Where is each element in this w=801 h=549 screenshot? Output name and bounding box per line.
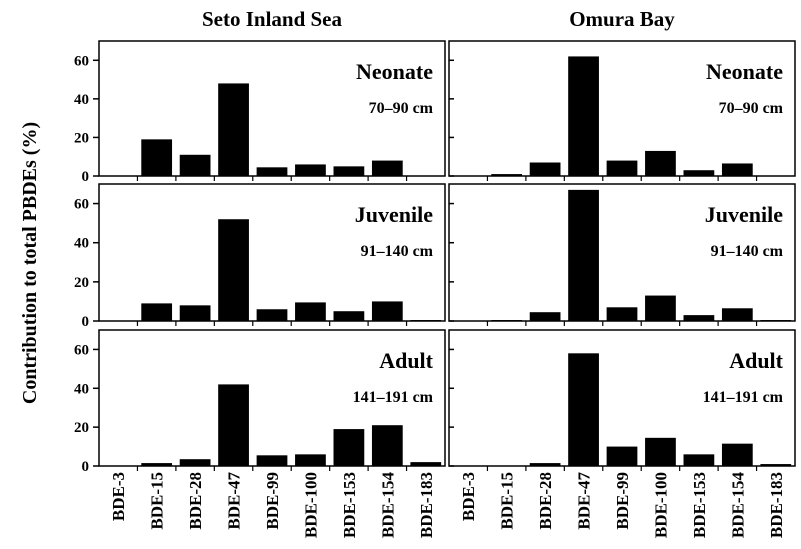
bar-bde-15-juvenile-omura: [491, 320, 523, 321]
stage-label-neonate-seto: Neonate: [356, 59, 433, 84]
bar-bde-47-neonate-omura: [568, 56, 599, 176]
bar-bde-154-juvenile-seto: [371, 301, 403, 321]
column-title-seto: Seto Inland Sea: [202, 7, 343, 31]
bar-bde-47-adult-seto: [218, 384, 249, 466]
bar-bde-153-juvenile-seto: [333, 311, 365, 321]
x-tick-label-omura: BDE-100: [651, 472, 670, 538]
bar-bde-153-juvenile-omura: [683, 315, 715, 321]
x-tick-label-seto: BDE-28: [186, 472, 205, 530]
bar-bde-47-neonate-seto: [218, 83, 249, 176]
bar-bde-100-juvenile-seto: [295, 302, 326, 321]
size-label-juvenile-omura: 91–140 cm: [711, 243, 784, 260]
y-tick-label: 0: [82, 169, 90, 185]
x-tick-label-omura: BDE-154: [728, 472, 747, 539]
y-tick-label: 40: [74, 381, 89, 397]
bar-bde-154-neonate-omura: [721, 163, 753, 176]
bar-bde-100-adult-seto: [295, 454, 326, 466]
size-label-neonate-omura: 70–90 cm: [719, 100, 784, 117]
y-tick-label: 0: [82, 314, 90, 330]
y-tick-label: 60: [74, 197, 89, 213]
bar-bde-100-neonate-seto: [295, 164, 326, 176]
x-tick-label-seto: BDE-47: [225, 472, 244, 530]
bar-bde-28-juvenile-seto: [179, 305, 211, 321]
bar-bde-15-neonate-seto: [141, 139, 173, 176]
size-label-neonate-seto: 70–90 cm: [369, 100, 434, 117]
column-title-omura: Omura Bay: [569, 7, 675, 31]
stage-label-juvenile-seto: Juvenile: [355, 202, 433, 227]
bar-bde-99-neonate-seto: [256, 167, 288, 176]
bar-bde-15-neonate-omura: [491, 174, 523, 176]
y-axis-label: Contribution to total PBDEs (%): [19, 122, 41, 404]
bar-bde-153-adult-omura: [683, 454, 715, 466]
x-tick-label-omura: BDE-183: [767, 472, 786, 538]
x-tick-label-seto: BDE-3: [109, 472, 128, 521]
stage-label-juvenile-omura: Juvenile: [705, 202, 783, 227]
bar-bde-100-neonate-omura: [645, 150, 676, 176]
bar-bde-154-juvenile-omura: [721, 308, 753, 321]
bar-bde-99-neonate-omura: [606, 160, 638, 176]
x-tick-label-omura: BDE-47: [575, 472, 594, 530]
bar-bde-153-neonate-omura: [683, 170, 715, 176]
x-tick-label-seto: BDE-100: [301, 472, 320, 538]
y-tick-label: 20: [74, 420, 89, 436]
bar-bde-183-juvenile-seto: [410, 320, 442, 321]
x-tick-label-omura: BDE-153: [690, 472, 709, 538]
x-tick-label-seto: BDE-99: [263, 472, 282, 530]
x-tick-label-seto: BDE-153: [340, 472, 359, 538]
x-tick-label-omura: BDE-15: [498, 472, 517, 530]
x-tick-label-seto: BDE-183: [417, 472, 436, 538]
bar-bde-154-neonate-seto: [371, 160, 403, 176]
bar-bde-15-adult-seto: [141, 463, 173, 466]
bar-bde-100-juvenile-omura: [645, 295, 676, 321]
bar-bde-47-juvenile-seto: [218, 219, 249, 321]
size-label-juvenile-seto: 91–140 cm: [361, 243, 434, 260]
bar-bde-153-neonate-seto: [333, 166, 365, 176]
bar-bde-99-adult-omura: [606, 446, 638, 466]
bar-bde-183-adult-seto: [410, 462, 442, 466]
bar-bde-28-adult-seto: [179, 459, 211, 466]
bar-bde-100-adult-omura: [645, 437, 676, 466]
y-tick-label: 40: [74, 92, 89, 108]
bar-bde-47-juvenile-omura: [568, 189, 599, 321]
bar-bde-99-juvenile-omura: [606, 307, 638, 321]
bar-bde-154-adult-omura: [721, 443, 753, 466]
y-tick-label: 20: [74, 130, 89, 146]
size-label-adult-seto: 141–191 cm: [353, 389, 434, 406]
y-tick-label: 40: [74, 236, 89, 252]
bar-bde-183-juvenile-omura: [760, 320, 792, 321]
bar-bde-28-juvenile-omura: [529, 312, 561, 321]
x-tick-label-seto: BDE-15: [148, 472, 167, 530]
bar-bde-183-adult-omura: [760, 464, 792, 466]
y-tick-label: 60: [74, 53, 89, 69]
bar-bde-47-adult-omura: [568, 353, 599, 466]
stage-label-neonate-omura: Neonate: [706, 59, 783, 84]
bar-bde-15-juvenile-seto: [141, 303, 173, 321]
stage-label-adult-seto: Adult: [379, 348, 433, 373]
x-tick-label-seto: BDE-154: [378, 472, 397, 539]
y-tick-label: 60: [74, 342, 89, 358]
bar-bde-153-adult-seto: [333, 429, 365, 466]
bar-bde-28-adult-omura: [529, 463, 561, 466]
chart-panels: 0 20 40 60 Neonate 70–90 cm Neonate 70–90 cm 0 20…: [74, 40, 796, 539]
bar-bde-28-neonate-seto: [179, 154, 211, 176]
x-tick-label-omura: BDE-3: [459, 472, 478, 521]
bar-bde-99-adult-seto: [256, 455, 288, 466]
x-tick-label-omura: BDE-28: [536, 472, 555, 530]
bar-bde-28-neonate-omura: [529, 162, 561, 176]
stage-label-adult-omura: Adult: [729, 348, 783, 373]
size-label-adult-omura: 141–191 cm: [703, 389, 784, 406]
y-tick-label: 20: [74, 275, 89, 291]
bar-bde-99-juvenile-seto: [256, 309, 288, 321]
bar-bde-154-adult-seto: [371, 425, 403, 466]
x-tick-label-omura: BDE-99: [613, 472, 632, 530]
y-tick-label: 0: [82, 459, 90, 475]
